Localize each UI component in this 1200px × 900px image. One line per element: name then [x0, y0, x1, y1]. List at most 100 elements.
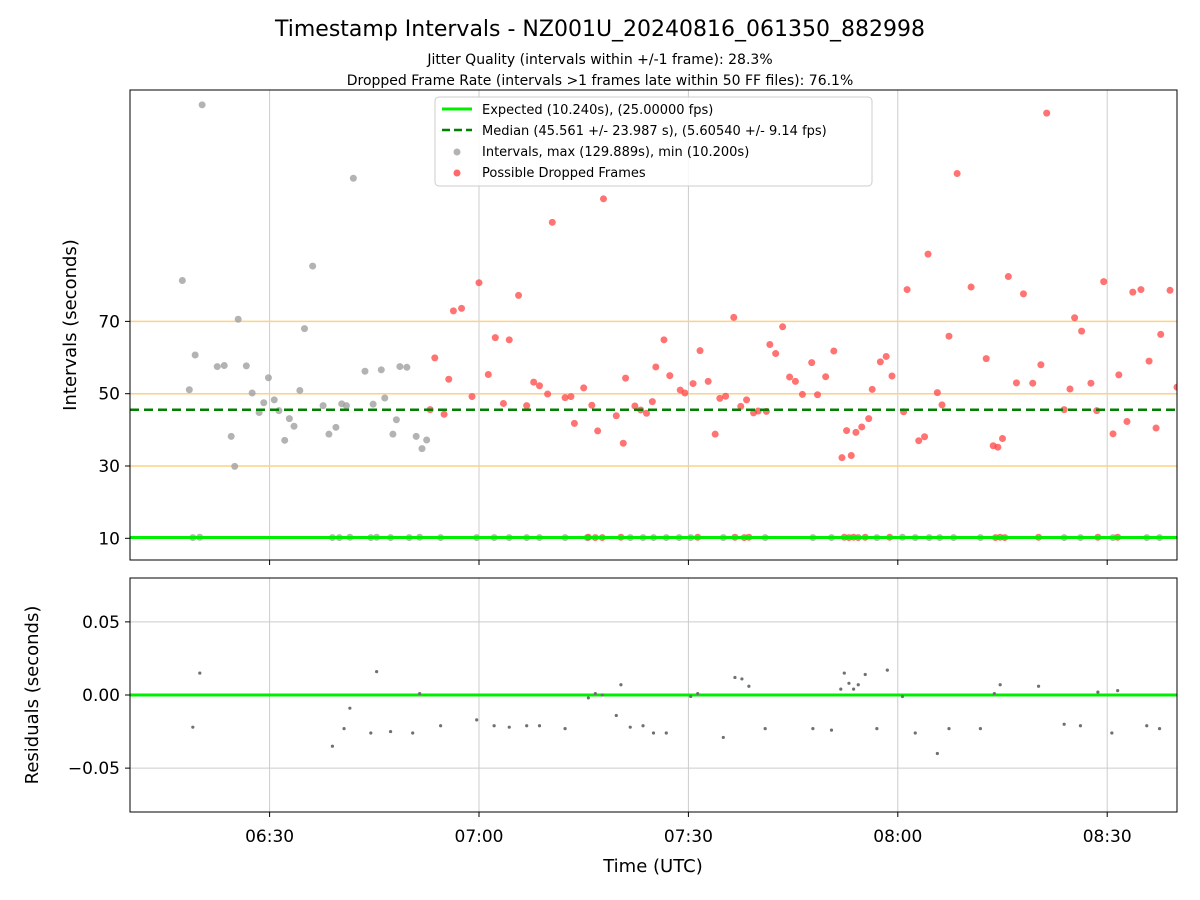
dropped-frame-point: [1066, 385, 1074, 393]
residual-point: [1145, 724, 1149, 728]
legend-intervals-swatch: [453, 148, 461, 156]
residual-point: [411, 731, 415, 735]
dropped-frame-point: [544, 390, 552, 398]
dropped-frame-point: [779, 323, 787, 331]
dropped-frame-point: [475, 279, 483, 287]
residual-point: [375, 670, 379, 674]
legend-intervals-label: Intervals, max (129.889s), min (10.200s): [482, 145, 749, 160]
x-tick-label: 08:30: [1083, 827, 1132, 847]
x-tick-label: 07:00: [455, 827, 504, 847]
dropped-frame-point: [953, 170, 961, 178]
residual-point: [721, 735, 725, 740]
dropped-frame-point: [888, 372, 896, 380]
dropped-frame-point: [711, 430, 719, 438]
dropped-frame-point: [612, 412, 620, 420]
residual-point: [875, 727, 879, 731]
legend-box: [434, 96, 873, 187]
dropped-frame-point: [847, 452, 855, 460]
residual-point: [847, 681, 851, 685]
dropped-frame-point: [505, 336, 513, 344]
residual-point: [1096, 690, 1100, 694]
residual-point: [696, 691, 700, 696]
legend-dropped-swatch: [453, 169, 461, 177]
interval-point: [309, 262, 317, 270]
dropped-frame-point: [852, 428, 860, 436]
intervals-axes-frame: [129, 89, 1178, 561]
residuals-y-tick-label: 0.00: [82, 686, 120, 706]
interval-point: [227, 432, 235, 440]
intervals-reference-lines: [130, 320, 1177, 467]
intervals-y-axis-label: Intervals (seconds): [60, 239, 81, 411]
residual-point: [885, 668, 889, 672]
dropped-frame-point: [1137, 286, 1145, 294]
interval-point: [301, 325, 308, 333]
dropped-frame-point: [999, 435, 1006, 443]
interval-point: [403, 363, 411, 371]
interval-point: [319, 402, 327, 410]
residual-point: [388, 729, 393, 734]
legend-expected-label: Expected (10.240s), (25.00000 fps): [482, 103, 713, 118]
interval-point: [361, 367, 369, 375]
interval-point: [248, 389, 256, 397]
residual-point: [651, 731, 656, 735]
residual-point: [913, 731, 917, 735]
interval-point: [342, 402, 350, 410]
dropped-frame-point: [994, 443, 1002, 451]
interval-point: [389, 430, 397, 438]
interval-point: [396, 363, 404, 371]
dropped-frame-point: [945, 332, 953, 340]
interval-point: [234, 315, 242, 323]
intervals-y-tick-label: 70: [98, 312, 120, 332]
residuals-y-tick-label: 0.05: [82, 613, 120, 633]
residual-point: [992, 691, 996, 696]
residual-point: [811, 727, 815, 731]
residual-point: [900, 694, 905, 699]
dropped-frame-point: [530, 378, 538, 386]
interval-point: [191, 351, 199, 359]
dropped-frame-point: [491, 334, 499, 342]
dropped-frame-point: [743, 396, 751, 404]
dropped-frame-point: [704, 377, 712, 385]
dropped-frame-point: [666, 372, 674, 380]
dropped-frame-point: [754, 407, 762, 415]
x-tick-label: 08:00: [873, 827, 922, 847]
dropped-frame-point: [1037, 361, 1045, 369]
residual-point: [628, 725, 632, 729]
dropped-frame-point: [570, 419, 578, 427]
interval-point: [213, 363, 221, 371]
dropped-frame-point: [808, 359, 816, 367]
dropped-frame-point: [1109, 430, 1117, 438]
residual-point: [839, 687, 843, 691]
interval-point: [349, 174, 357, 182]
dropped-frame-point: [567, 393, 575, 401]
dropped-frame-point: [1078, 327, 1086, 335]
residual-point: [978, 727, 982, 731]
dropped-frame-point: [921, 433, 929, 441]
intervals-panel: 10 30 50 70 Intervals (seconds) Expected (1…: [60, 89, 1178, 565]
dropped-frame-point: [1029, 379, 1037, 387]
dropped-frame-point: [822, 373, 830, 381]
dropped-frame-point: [722, 392, 730, 400]
residual-point: [563, 727, 567, 731]
dropped-frame-point: [903, 286, 911, 294]
dropped-frame-point: [561, 394, 569, 402]
dropped-frame-point: [660, 336, 668, 344]
dropped-frame-point: [967, 283, 975, 291]
residual-point: [1110, 731, 1114, 735]
dropped-frame-point: [681, 389, 689, 397]
residual-point: [947, 727, 951, 731]
intervals-x-ticks: [269, 560, 1108, 565]
residual-point: [851, 687, 856, 691]
residuals-x-ticks: 06:30 07:00 07:30 08:00 08:30: [245, 812, 1132, 847]
residual-point: [740, 677, 744, 681]
dropped-frame-point: [1123, 418, 1131, 426]
dropped-frame-point: [1100, 278, 1108, 286]
residual-point: [525, 724, 529, 728]
residual-point: [1157, 727, 1162, 731]
residual-point: [614, 713, 618, 718]
dropped-frame-point: [924, 250, 932, 258]
residual-point: [342, 727, 346, 731]
dropped-frame-point: [868, 385, 876, 393]
dropped-frame-point: [982, 355, 990, 363]
